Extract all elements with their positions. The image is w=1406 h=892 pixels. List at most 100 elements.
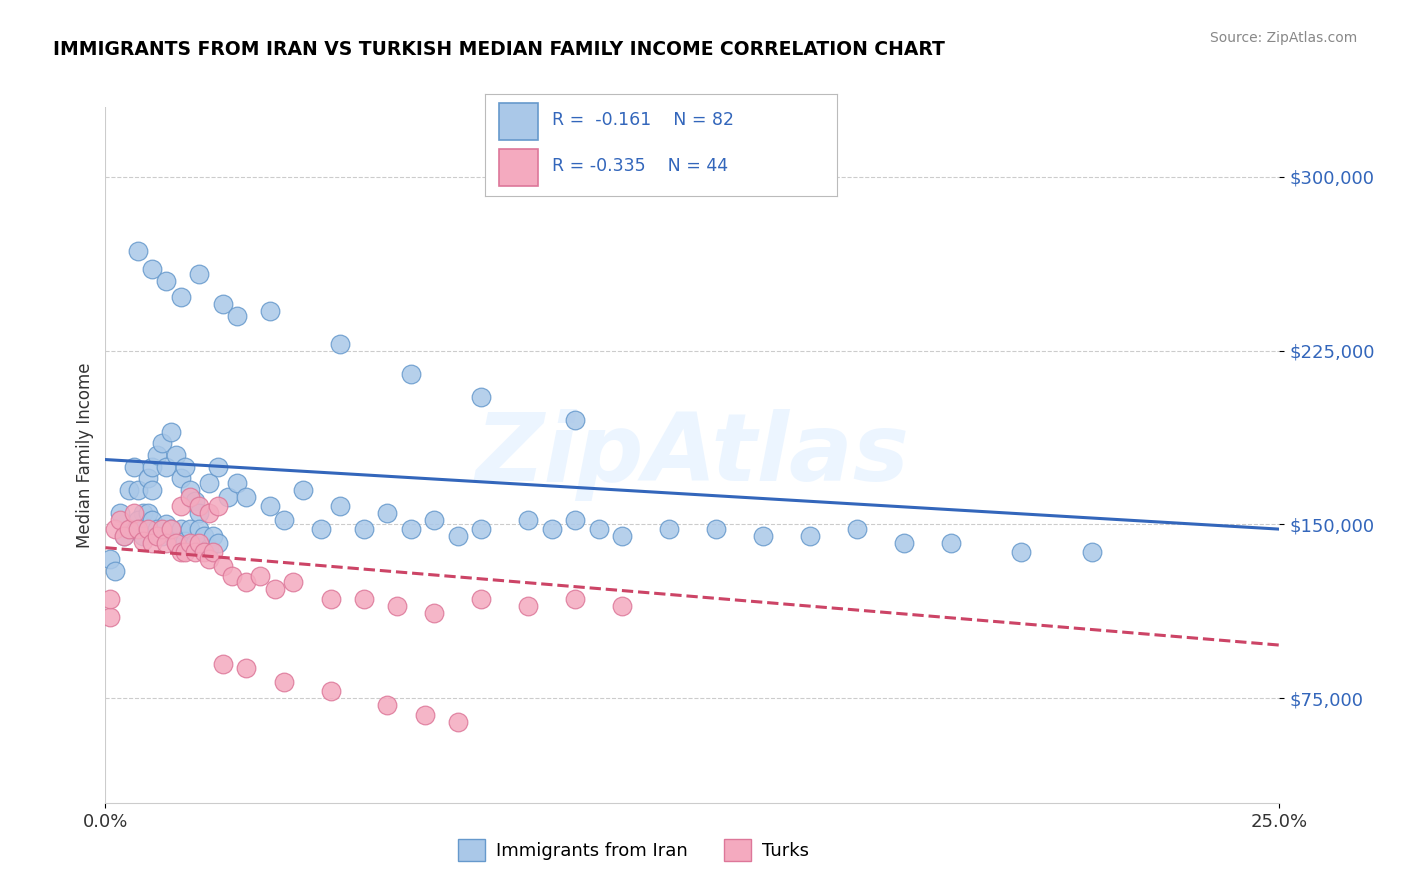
- Point: [104, 522, 127, 536]
- FancyBboxPatch shape: [499, 149, 537, 186]
- Text: R =  -0.161    N = 82: R = -0.161 N = 82: [551, 112, 734, 129]
- Point: [169, 545, 191, 559]
- Point: [249, 568, 271, 582]
- Point: [188, 267, 211, 281]
- Point: [273, 513, 295, 527]
- Point: [423, 513, 446, 527]
- Point: [112, 529, 135, 543]
- Point: [141, 262, 163, 277]
- Point: [160, 522, 183, 536]
- Point: [188, 499, 211, 513]
- Point: [446, 714, 468, 729]
- Point: [1080, 545, 1102, 559]
- Point: [108, 513, 131, 527]
- Point: [160, 522, 183, 536]
- Point: [155, 536, 177, 550]
- Point: [118, 522, 141, 536]
- Y-axis label: Median Family Income: Median Family Income: [76, 362, 94, 548]
- Point: [273, 675, 295, 690]
- Point: [141, 459, 163, 474]
- Point: [146, 448, 169, 462]
- Point: [470, 390, 492, 404]
- Legend: Immigrants from Iran, Turks: Immigrants from Iran, Turks: [450, 830, 818, 871]
- Point: [104, 564, 127, 578]
- Point: [704, 522, 727, 536]
- Point: [610, 599, 633, 613]
- Point: [564, 591, 586, 606]
- Point: [211, 559, 233, 574]
- Point: [197, 506, 219, 520]
- Point: [202, 545, 225, 559]
- Point: [193, 529, 215, 543]
- Point: [235, 661, 257, 675]
- Point: [197, 475, 219, 490]
- Point: [169, 471, 191, 485]
- Point: [169, 290, 191, 304]
- Point: [174, 545, 197, 559]
- Point: [169, 499, 191, 513]
- Point: [132, 529, 155, 543]
- Point: [353, 591, 375, 606]
- Point: [122, 459, 145, 474]
- Point: [221, 568, 243, 582]
- Point: [155, 517, 177, 532]
- Text: Source: ZipAtlas.com: Source: ZipAtlas.com: [1209, 31, 1357, 45]
- Point: [399, 522, 422, 536]
- Point: [226, 309, 249, 323]
- Point: [98, 552, 121, 566]
- Point: [588, 522, 610, 536]
- Point: [150, 436, 173, 450]
- Point: [174, 459, 197, 474]
- Point: [183, 545, 205, 559]
- Point: [470, 522, 492, 536]
- Point: [165, 448, 187, 462]
- Point: [197, 541, 219, 555]
- Point: [155, 274, 177, 288]
- Point: [183, 536, 205, 550]
- Point: [155, 459, 177, 474]
- Point: [291, 483, 314, 497]
- Text: IMMIGRANTS FROM IRAN VS TURKISH MEDIAN FAMILY INCOME CORRELATION CHART: IMMIGRANTS FROM IRAN VS TURKISH MEDIAN F…: [53, 40, 945, 59]
- Point: [160, 425, 183, 439]
- Point: [118, 483, 141, 497]
- Point: [136, 471, 159, 485]
- Point: [263, 582, 285, 597]
- Point: [136, 522, 159, 536]
- Point: [108, 506, 131, 520]
- Point: [658, 522, 681, 536]
- Point: [1010, 545, 1032, 559]
- Point: [235, 490, 257, 504]
- Point: [211, 657, 233, 671]
- Point: [217, 490, 239, 504]
- Point: [179, 490, 201, 504]
- Point: [207, 499, 229, 513]
- Point: [329, 499, 352, 513]
- Text: R = -0.335    N = 44: R = -0.335 N = 44: [551, 158, 728, 176]
- Point: [564, 413, 586, 427]
- Point: [179, 483, 201, 497]
- FancyBboxPatch shape: [499, 103, 537, 140]
- Point: [385, 599, 408, 613]
- Text: ZipAtlas: ZipAtlas: [475, 409, 910, 501]
- Point: [517, 599, 540, 613]
- Point: [132, 533, 155, 548]
- Point: [141, 513, 163, 527]
- Point: [207, 459, 229, 474]
- Point: [470, 591, 492, 606]
- Point: [319, 684, 342, 698]
- Point: [127, 522, 149, 536]
- Point: [169, 522, 191, 536]
- Point: [179, 522, 201, 536]
- Point: [399, 367, 422, 381]
- Point: [122, 506, 145, 520]
- Point: [146, 529, 169, 543]
- Point: [446, 529, 468, 543]
- Point: [127, 244, 149, 258]
- Point: [845, 522, 868, 536]
- Point: [127, 483, 149, 497]
- Point: [259, 499, 281, 513]
- Point: [893, 536, 915, 550]
- Point: [188, 506, 211, 520]
- Point: [211, 297, 233, 311]
- Point: [127, 513, 149, 527]
